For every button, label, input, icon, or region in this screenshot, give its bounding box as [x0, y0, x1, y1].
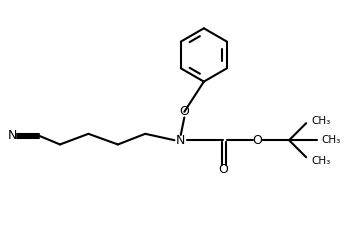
Text: O: O	[218, 163, 228, 176]
Text: N: N	[8, 129, 18, 142]
Text: CH₃: CH₃	[311, 156, 330, 166]
Text: CH₃: CH₃	[311, 116, 330, 126]
Text: O: O	[179, 105, 189, 118]
Text: N: N	[176, 134, 185, 147]
Text: O: O	[252, 134, 262, 147]
Text: CH₃: CH₃	[322, 135, 341, 145]
